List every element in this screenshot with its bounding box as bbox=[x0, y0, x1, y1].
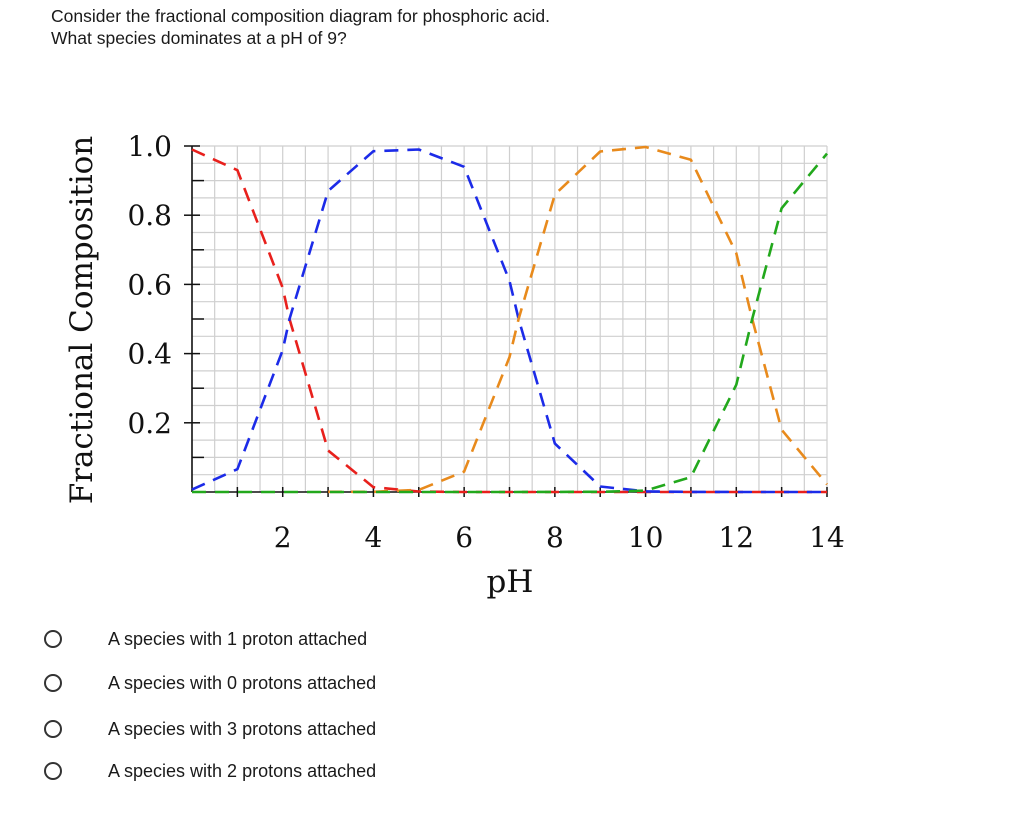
x-tick-label: 4 bbox=[365, 521, 383, 554]
x-tick-label: 2 bbox=[274, 521, 292, 554]
chart-labels: 0.2 0.4 0.6 0.8 1.0 2 4 6 8 10 12 14 pH Fractional Co… bbox=[64, 130, 845, 600]
y-tick-label: 0.6 bbox=[127, 268, 172, 301]
y-tick-label: 0.2 bbox=[127, 407, 172, 440]
x-tick-label: 10 bbox=[628, 521, 664, 554]
radio-button-2[interactable] bbox=[44, 674, 62, 692]
chart-series bbox=[191, 145, 829, 494]
series-line-1 bbox=[191, 148, 827, 494]
y-tick-label: 0.4 bbox=[127, 338, 172, 371]
option-4-label: A species with 2 protons attached bbox=[108, 760, 377, 781]
x-tick-label: 6 bbox=[455, 521, 473, 554]
series-line-3 bbox=[328, 145, 829, 494]
option-3[interactable]: A species with 3 protons attached bbox=[44, 719, 376, 739]
x-tick-label: 12 bbox=[718, 521, 754, 554]
x-tick-label: 14 bbox=[809, 521, 845, 554]
series-line-2 bbox=[191, 148, 827, 494]
radio-button-1[interactable] bbox=[44, 630, 62, 648]
question-line-1: Consider the fractional composition diag… bbox=[51, 6, 551, 26]
x-tick-label: 8 bbox=[546, 521, 564, 554]
chart-grid bbox=[192, 145, 828, 492]
x-axis-label: pH bbox=[487, 564, 534, 600]
fractional-composition-chart: 0.2 0.4 0.6 0.8 1.0 2 4 6 8 10 12 14 pH Fractional Co… bbox=[64, 130, 845, 600]
question-text: Consider the fractional composition diag… bbox=[51, 5, 550, 49]
question-line-2: What species dominates at a pH of 9? bbox=[51, 28, 347, 48]
y-axis-label: Fractional Composition bbox=[64, 136, 100, 505]
radio-button-4[interactable] bbox=[44, 762, 62, 780]
radio-button-3[interactable] bbox=[44, 720, 62, 738]
y-tick-label: 0.8 bbox=[127, 199, 172, 232]
chart-axes bbox=[184, 145, 828, 497]
option-2[interactable]: A species with 0 protons attached bbox=[44, 673, 376, 693]
option-2-label: A species with 0 protons attached bbox=[108, 672, 377, 693]
y-tick-label: 1.0 bbox=[127, 130, 172, 163]
option-1-label: A species with 1 proton attached bbox=[108, 628, 368, 649]
option-3-label: A species with 3 protons attached bbox=[108, 718, 377, 739]
option-1[interactable]: A species with 1 proton attached bbox=[44, 629, 367, 649]
option-4[interactable]: A species with 2 protons attached bbox=[44, 761, 376, 781]
